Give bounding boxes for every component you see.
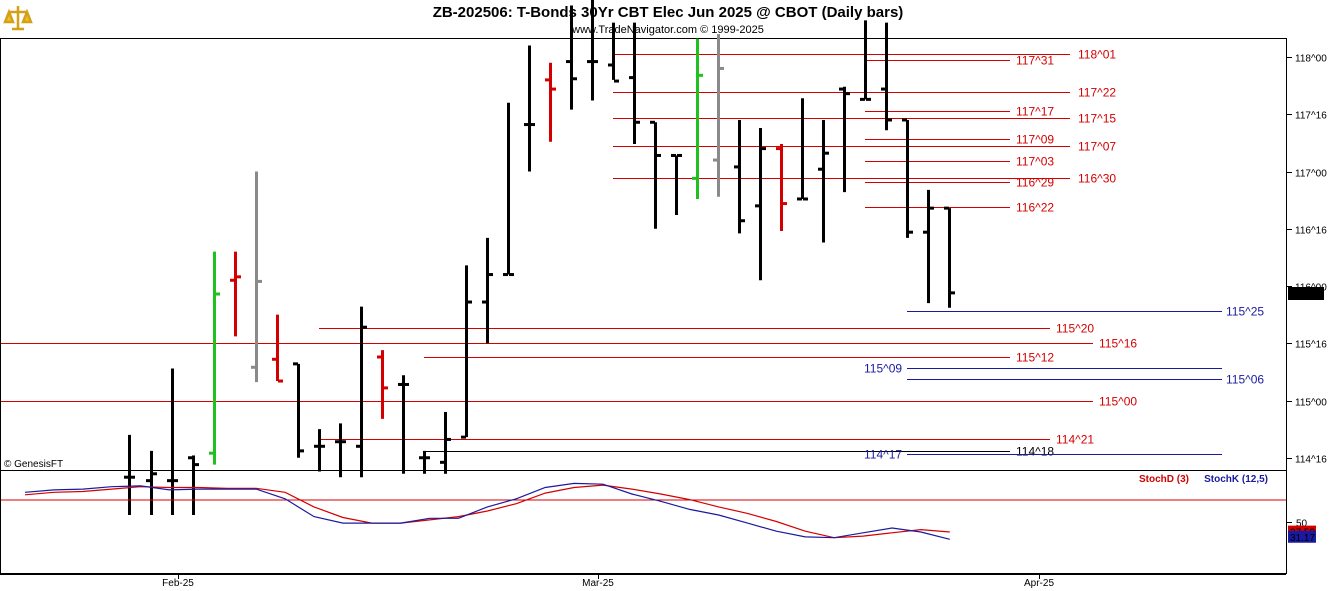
level-label: 117^07: [1078, 140, 1116, 154]
level-label: 117^03: [1016, 155, 1054, 169]
level-label: 117^31: [1016, 54, 1054, 68]
ohlc-bar: [608, 22, 619, 83]
ohlc-bar: [482, 237, 493, 344]
level-label: 115^06: [1226, 373, 1264, 387]
ohlc-bar: [503, 102, 514, 277]
chart-subtitle: www.TradeNavigator.com © 1999-2025: [571, 24, 764, 36]
ohlc-bar: [923, 189, 934, 304]
ohlc-bar: [881, 22, 892, 131]
price-pane: [0, 38, 1287, 471]
x-tick-label: Feb-25: [162, 578, 194, 589]
level-label: 116^29: [1016, 176, 1054, 190]
trade-navigator-logo-icon: [3, 3, 33, 33]
stoch-tick-label: 50: [1296, 519, 1308, 530]
level-label: 115^25: [1226, 305, 1264, 319]
stochastic-lines: [24, 482, 950, 540]
ohlc-bar: [797, 98, 808, 201]
level-label: 117^17: [1016, 105, 1054, 119]
ohlc-bar: [146, 450, 157, 515]
ohlc-bar: [230, 251, 241, 337]
level-label: 115^00: [1099, 395, 1137, 409]
level-label: 114^21: [1056, 433, 1094, 447]
ohlc-bar: [713, 34, 724, 197]
ohlc-bar: [124, 434, 135, 515]
y-tick-label: 115^00: [1295, 398, 1327, 409]
legend-stochd: StochD (3): [1139, 474, 1189, 485]
y-tick-label: 118^00: [1295, 54, 1327, 65]
level-label: 114^17: [864, 448, 902, 462]
ohlc-bar: [440, 411, 451, 474]
ohlc-bar: [188, 455, 199, 515]
level-label: 116^30: [1078, 172, 1116, 186]
ohlc-bar: [272, 314, 283, 383]
ohlc-bar: [587, 0, 598, 101]
level-label: 118^01: [1078, 48, 1116, 62]
stoch-value-badge: [1288, 530, 1316, 543]
y-tick-label: 117^00: [1295, 169, 1327, 180]
x-tick-label: Apr-25: [1024, 578, 1054, 589]
ohlc-bar: [209, 251, 220, 465]
ohlc-bar: [251, 171, 262, 383]
stoch-line: [24, 482, 950, 540]
x-axis: Feb-25 Mar-25 Apr-25: [162, 574, 1054, 589]
y-tick-label: 116^16: [1295, 226, 1327, 237]
ohlc-bar: [524, 45, 535, 172]
x-tick-label: Mar-25: [582, 578, 614, 589]
ohlc-bar: [419, 450, 430, 474]
last-price-badge: [1288, 287, 1324, 300]
ohlc-bar: [566, 5, 577, 110]
stoch-value-label: 31.17: [1290, 533, 1315, 544]
ohlc-bar: [860, 20, 871, 101]
ohlc-bar: [671, 153, 682, 216]
level-lines: 118^01 117^31 117^22 117^17 117^15 117^09 117^…: [1, 48, 1264, 462]
level-label: 115^20: [1056, 322, 1094, 336]
level-label: 115^12: [1016, 351, 1054, 365]
ohlc-bar: [692, 38, 703, 199]
ohlc-bar: [839, 86, 850, 193]
ohlc-bar: [902, 118, 913, 238]
level-label: 117^09: [1016, 133, 1054, 147]
ohlc-bar: [650, 120, 661, 229]
ohlc-bar: [293, 362, 304, 458]
ohlc-bar: [734, 119, 745, 234]
chart-title: ZB-202506: T-Bonds 30Yr CBT Elec Jun 202…: [433, 4, 904, 21]
ohlc-bar: [335, 423, 346, 478]
y-tick-label: 115^16: [1295, 340, 1327, 351]
price-bars: [124, 0, 955, 515]
level-label: 117^15: [1078, 112, 1116, 126]
ohlc-bar: [629, 22, 640, 145]
y-tick-label: 114^16: [1295, 455, 1327, 466]
legend-stochk: StochK (12,5): [1204, 474, 1268, 485]
watermark: © GenesisFT: [4, 459, 63, 470]
ohlc-bar: [356, 306, 367, 478]
ohlc-bar: [776, 144, 787, 232]
last-price-label: 115^30: [1290, 289, 1322, 300]
level-label: 114^18: [1016, 445, 1054, 459]
ohlc-bar: [545, 62, 556, 142]
ohlc-bar: [398, 375, 409, 474]
ohlc-bar: [314, 429, 325, 472]
level-label: 117^22: [1078, 86, 1116, 100]
ohlc-bar: [461, 265, 472, 439]
level-label: 115^16: [1099, 337, 1137, 351]
stoch-line: [24, 484, 950, 539]
level-label: 115^09: [864, 362, 902, 376]
ohlc-bar: [818, 119, 829, 243]
price-axis: 118^00117^16117^00116^16116^00115^16115^…: [1286, 54, 1327, 466]
ohlc-bar: [755, 127, 766, 281]
level-label: 116^22: [1016, 201, 1054, 215]
y-tick-label: 117^16: [1295, 111, 1327, 122]
ohlc-bar: [944, 206, 955, 308]
ohlc-bar: [377, 350, 388, 419]
ohlc-bar: [167, 368, 178, 515]
